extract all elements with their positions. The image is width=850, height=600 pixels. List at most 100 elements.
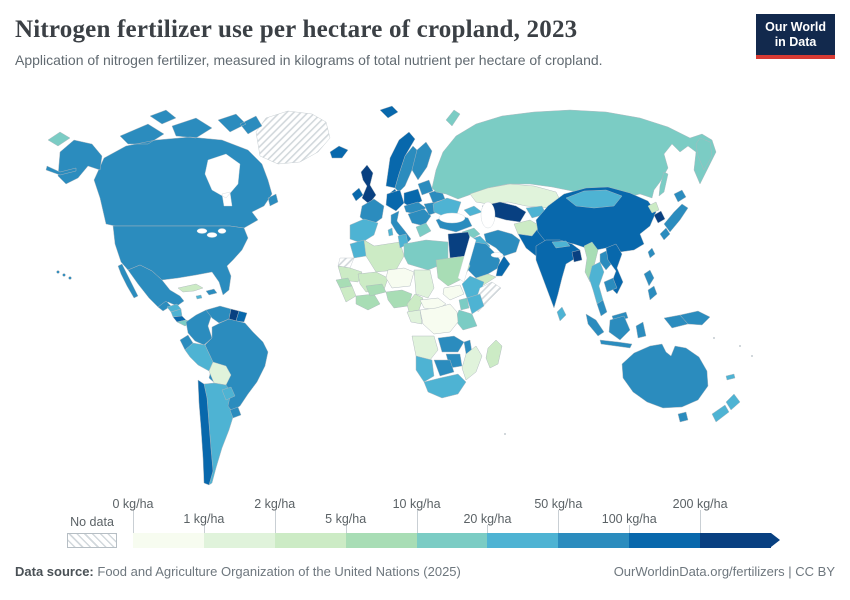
legend-no-data[interactable]: No data: [67, 496, 117, 550]
owid-logo[interactable]: Our World in Data: [756, 14, 835, 59]
legend-bin-0[interactable]: [133, 533, 204, 548]
map-legend: No data 0 kg/ha 1 kg/ha 2 kg/ha 5 kg/ha 10 k…: [67, 496, 780, 550]
region-niger[interactable]: [385, 267, 415, 289]
region-hispaniola[interactable]: [205, 288, 218, 296]
region-mexico[interactable]: [127, 264, 185, 308]
region-japan[interactable]: [659, 189, 689, 241]
region-mongolia[interactable]: [565, 189, 623, 209]
legend-tick: [274, 510, 276, 533]
region-iceland[interactable]: [329, 145, 349, 159]
region-zambia[interactable]: [437, 335, 465, 353]
region-greenland[interactable]: [255, 110, 331, 165]
red-sea: [457, 235, 477, 283]
region-drc[interactable]: [419, 303, 459, 335]
region-chukotka[interactable]: [47, 131, 71, 147]
legend-bin-3[interactable]: [345, 533, 417, 548]
region-greece[interactable]: [415, 222, 432, 238]
region-paraguay[interactable]: [221, 386, 236, 401]
legend-bin-6[interactable]: [558, 533, 630, 548]
region-alaska[interactable]: [57, 139, 103, 185]
legend-bin-1[interactable]: [203, 533, 275, 548]
region-new-caledonia[interactable]: [725, 373, 736, 381]
region-usa[interactable]: [112, 225, 249, 296]
region-hawaii[interactable]: [68, 276, 72, 280]
region-cambodia[interactable]: [603, 277, 618, 293]
region-ivory-ghana[interactable]: [355, 293, 381, 311]
region-finland[interactable]: [411, 141, 433, 181]
region-north-korea[interactable]: [647, 201, 660, 214]
region-uganda[interactable]: [458, 297, 470, 311]
region-jamaica[interactable]: [195, 294, 203, 300]
legend-bin-4[interactable]: [416, 533, 488, 548]
region-uruguay[interactable]: [229, 406, 242, 419]
region-vietnam[interactable]: [605, 243, 624, 295]
region-hawaii[interactable]: [62, 273, 66, 277]
region-aleutians[interactable]: [45, 165, 77, 176]
region-kamchatka[interactable]: [695, 137, 713, 171]
region-russia[interactable]: [431, 109, 717, 200]
region-caucasus[interactable]: [463, 205, 483, 217]
no-data-swatch[interactable]: [67, 533, 117, 548]
credit-link[interactable]: OurWorldinData.org/fertilizers | CC BY: [613, 564, 835, 579]
legend-bin-5[interactable]: [487, 533, 559, 548]
region-nepal[interactable]: [551, 240, 571, 249]
region-south-sudan[interactable]: [442, 284, 465, 301]
legend-tick: [629, 525, 631, 533]
region-france[interactable]: [359, 198, 385, 227]
region-south-africa[interactable]: [423, 373, 467, 399]
region-burkina[interactable]: [365, 283, 387, 297]
logo-line-1: Our World: [765, 20, 826, 34]
region-algeria[interactable]: [363, 239, 405, 273]
region-oman[interactable]: [495, 255, 511, 277]
region-hawaii[interactable]: [56, 270, 60, 274]
region-south-korea[interactable]: [653, 210, 666, 224]
region-thailand[interactable]: [588, 261, 605, 305]
region-png[interactable]: [679, 310, 711, 326]
region-canada[interactable]: [93, 109, 279, 229]
region-balkans[interactable]: [407, 208, 432, 227]
legend-tick-label: 200 kg/ha: [672, 497, 728, 511]
region-australia[interactable]: [621, 343, 709, 409]
region-ireland[interactable]: [351, 187, 364, 202]
region-namibia[interactable]: [415, 355, 435, 383]
region-cameroon[interactable]: [406, 293, 424, 313]
region-mozambique[interactable]: [461, 345, 483, 381]
region-bangladesh[interactable]: [571, 249, 583, 263]
region-iberia[interactable]: [349, 218, 379, 244]
region-madagascar[interactable]: [485, 339, 503, 369]
region-sri-lanka[interactable]: [556, 306, 567, 322]
region-indonesia[interactable]: [585, 313, 689, 349]
region-tasmania[interactable]: [677, 411, 689, 423]
region-sakhalin[interactable]: [658, 171, 669, 197]
region-sardinia[interactable]: [387, 227, 394, 237]
region-taiwan[interactable]: [647, 247, 656, 259]
region-colombia[interactable]: [185, 309, 213, 346]
region-novaya-zemlya[interactable]: [445, 109, 461, 127]
chart-footer: Data source: Food and Agriculture Organi…: [15, 564, 835, 579]
legend-arrow: [771, 533, 780, 547]
region-chad[interactable]: [413, 269, 435, 299]
region-baja[interactable]: [117, 263, 139, 299]
region-uk[interactable]: [360, 164, 377, 205]
region-baltics[interactable]: [417, 179, 434, 196]
region-iran[interactable]: [483, 229, 521, 257]
legend-tick: [700, 510, 702, 533]
region-svalbard[interactable]: [379, 105, 399, 119]
region-india[interactable]: [535, 239, 581, 309]
legend-bin-7[interactable]: [629, 533, 701, 548]
region-botswana[interactable]: [433, 359, 455, 377]
great-lakes: [206, 232, 218, 238]
region-philippines[interactable]: [643, 269, 658, 301]
region-germany[interactable]: [385, 189, 405, 212]
region-guinea[interactable]: [339, 285, 357, 303]
region-angola[interactable]: [411, 335, 439, 361]
legend-tick-label: 5 kg/ha: [325, 512, 367, 526]
region-kenya[interactable]: [466, 293, 485, 315]
region-new-zealand[interactable]: [711, 393, 741, 423]
region-congo-gabon[interactable]: [406, 309, 423, 325]
region-cuba[interactable]: [177, 283, 204, 293]
region-chile[interactable]: [197, 379, 214, 486]
legend-bin-8[interactable]: [700, 533, 771, 548]
region-suriname[interactable]: [235, 310, 248, 323]
legend-bin-2[interactable]: [274, 533, 346, 548]
